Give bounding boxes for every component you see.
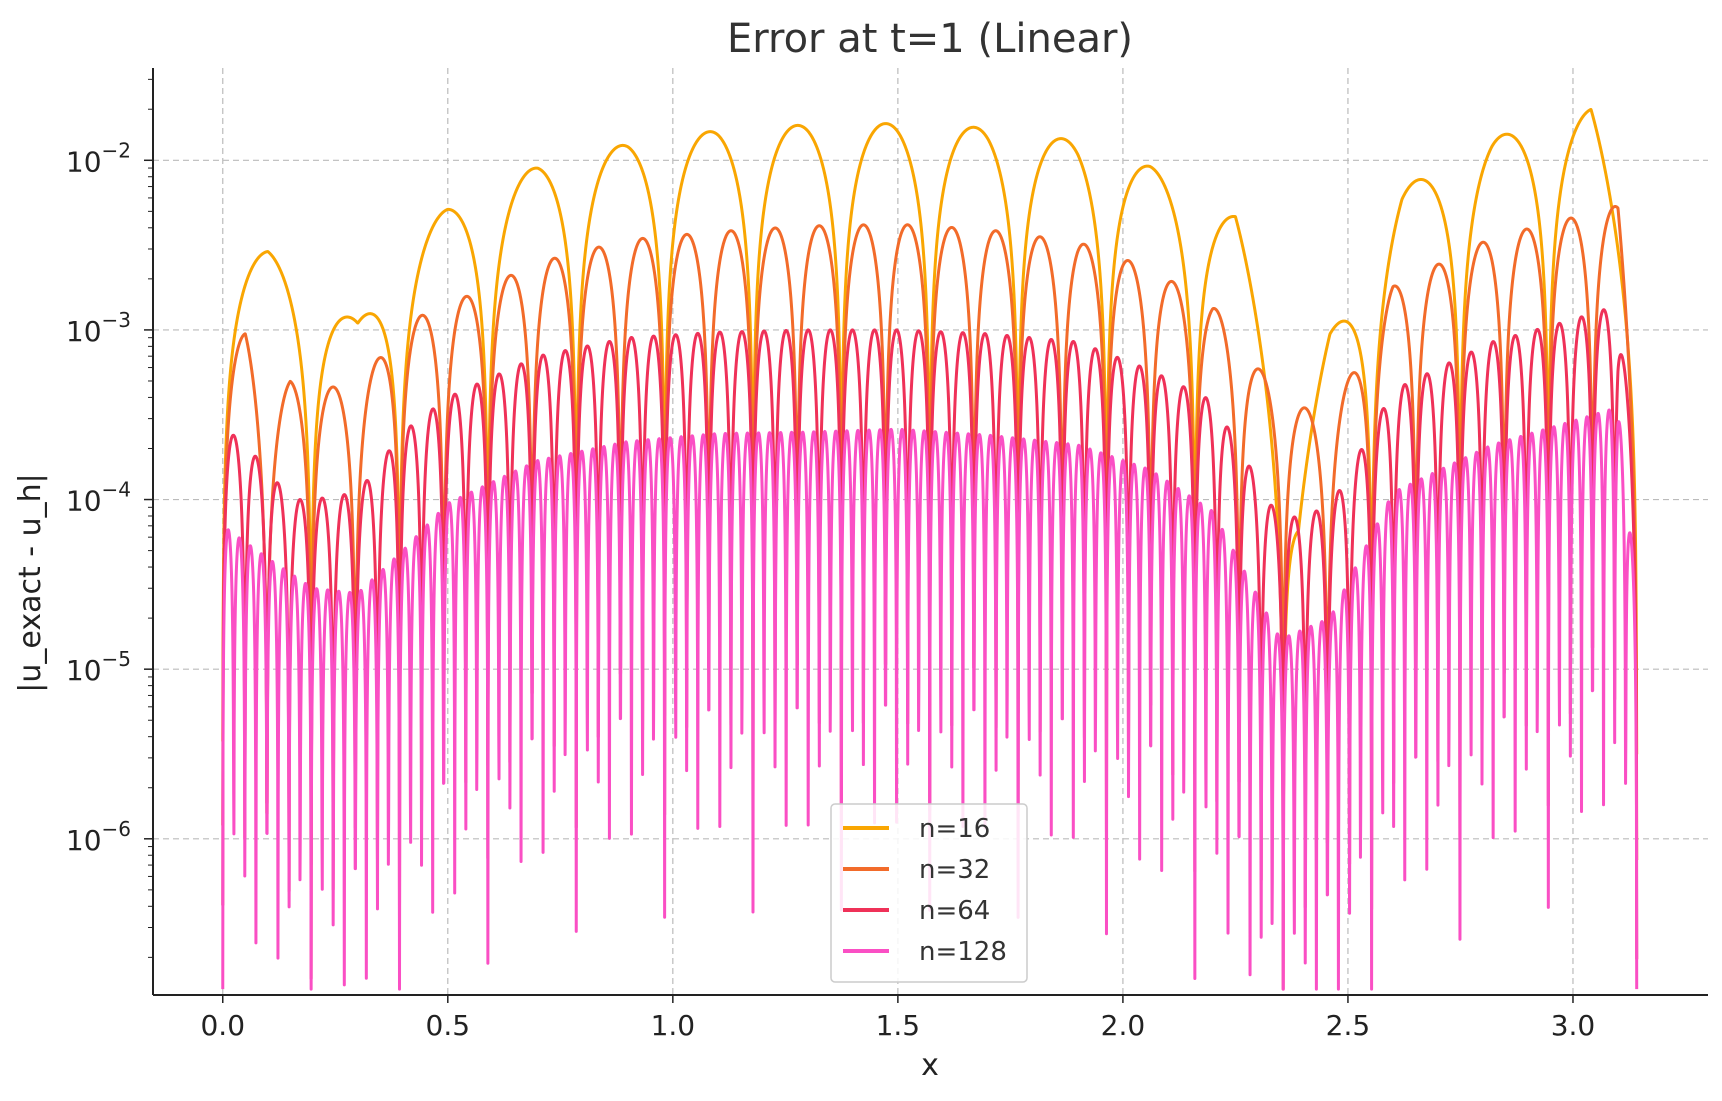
legend-label: n=64 [919, 896, 990, 926]
x-tick-label: 0.5 [426, 1009, 471, 1042]
legend-label: n=32 [919, 855, 990, 885]
y-tick-label: 10−6 [66, 817, 131, 857]
legend-label: n=16 [919, 814, 990, 844]
chart-title: Error at t=1 (Linear) [727, 16, 1133, 62]
y-tick-label: 10−4 [66, 478, 131, 518]
legend: n=16 n=32 n=64 n=128 [830, 803, 1028, 983]
x-axis-label: x [921, 1048, 939, 1083]
x-ticks: 0.0 0.5 1.0 1.5 2.0 2.5 3.0 [200, 995, 1595, 1042]
x-tick-label: 1.0 [651, 1009, 696, 1042]
x-tick-label: 0.0 [200, 1009, 245, 1042]
x-tick-label: 2.5 [1326, 1009, 1371, 1042]
y-tick-label: 10−5 [66, 647, 131, 687]
x-tick-label: 2.0 [1101, 1009, 1146, 1042]
axes [152, 68, 1708, 996]
series-lines [221, 107, 1639, 991]
x-tick-label: 1.5 [876, 1009, 921, 1042]
y-axis-label: |u_exact - u_h| [13, 473, 48, 692]
y-ticks: 10−6 10−5 10−4 10−3 10−2 [66, 78, 153, 958]
legend-label: n=128 [919, 937, 1007, 967]
y-tick-label: 10−2 [66, 138, 131, 178]
legend-box [830, 803, 1028, 983]
x-tick-label: 3.0 [1551, 1009, 1596, 1042]
y-tick-label: 10−3 [66, 308, 131, 348]
